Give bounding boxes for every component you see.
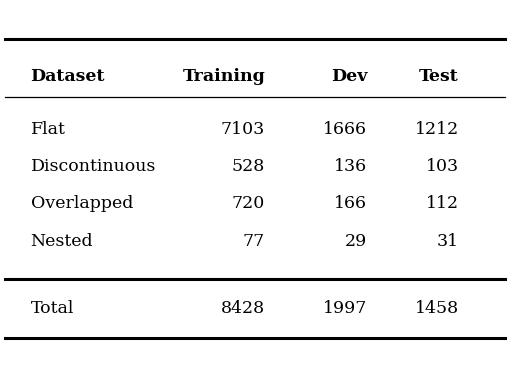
Text: 166: 166 xyxy=(333,195,366,212)
Text: Discontinuous: Discontinuous xyxy=(31,158,156,175)
Text: Dataset: Dataset xyxy=(31,68,105,85)
Text: Total: Total xyxy=(31,300,74,317)
Text: Overlapped: Overlapped xyxy=(31,195,133,212)
Text: 77: 77 xyxy=(242,233,265,250)
Text: 31: 31 xyxy=(436,233,458,250)
Text: 528: 528 xyxy=(232,158,265,175)
Text: 7103: 7103 xyxy=(220,120,265,138)
Text: 1666: 1666 xyxy=(323,120,366,138)
Text: Test: Test xyxy=(418,68,458,85)
Text: 1212: 1212 xyxy=(414,120,458,138)
Text: 29: 29 xyxy=(344,233,366,250)
Text: 1458: 1458 xyxy=(414,300,458,317)
Text: 112: 112 xyxy=(425,195,458,212)
Text: 136: 136 xyxy=(333,158,366,175)
Text: 8428: 8428 xyxy=(220,300,265,317)
Text: Nested: Nested xyxy=(31,233,93,250)
Text: Flat: Flat xyxy=(31,120,65,138)
Text: Training: Training xyxy=(182,68,265,85)
Text: Dev: Dev xyxy=(330,68,366,85)
Text: 103: 103 xyxy=(425,158,458,175)
Text: 1997: 1997 xyxy=(322,300,366,317)
Text: 720: 720 xyxy=(232,195,265,212)
